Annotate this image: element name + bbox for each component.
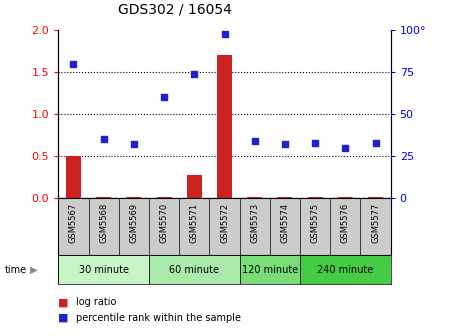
Text: log ratio: log ratio (76, 297, 117, 307)
Text: GSM5574: GSM5574 (281, 203, 290, 243)
Point (282, 142, 289, 147)
Text: GSM5568: GSM5568 (99, 203, 108, 243)
Text: GSM5576: GSM5576 (341, 203, 350, 243)
Point (251, 138, 258, 144)
Text: time: time (4, 265, 26, 275)
Bar (126, 197, 141, 198)
Text: GSM5567: GSM5567 (69, 203, 78, 243)
Point (372, 140, 379, 145)
Text: GSM5572: GSM5572 (220, 203, 229, 243)
Bar (96, 197, 111, 198)
Text: GSM5569: GSM5569 (129, 203, 138, 243)
Text: ▶: ▶ (30, 265, 37, 275)
Text: ■: ■ (58, 297, 69, 307)
Text: ■: ■ (58, 312, 69, 323)
Text: 30 minute: 30 minute (79, 265, 129, 275)
Point (221, 31, 228, 36)
Text: GSM5571: GSM5571 (190, 203, 199, 243)
Text: percentile rank within the sample: percentile rank within the sample (76, 312, 241, 323)
Text: GSM5570: GSM5570 (159, 203, 168, 243)
Point (70, 61, 77, 67)
Text: GSM5573: GSM5573 (250, 203, 259, 243)
Point (342, 145, 349, 151)
Bar (187, 175, 202, 198)
Text: GSM5575: GSM5575 (311, 203, 320, 243)
Text: GDS302 / 16054: GDS302 / 16054 (118, 3, 232, 17)
Bar (58, 255, 149, 284)
Bar (149, 255, 240, 284)
Bar (217, 55, 232, 198)
Point (191, 71, 198, 77)
Point (100, 137, 107, 142)
Bar (157, 197, 172, 198)
Bar (300, 255, 391, 284)
Bar (66, 156, 81, 198)
Text: 120 minute: 120 minute (242, 265, 298, 275)
Text: GSM5577: GSM5577 (371, 203, 380, 243)
Text: 60 minute: 60 minute (169, 265, 219, 275)
Bar (240, 255, 300, 284)
Text: 240 minute: 240 minute (317, 265, 374, 275)
Point (160, 95, 167, 100)
Point (130, 142, 137, 147)
Point (312, 140, 319, 145)
